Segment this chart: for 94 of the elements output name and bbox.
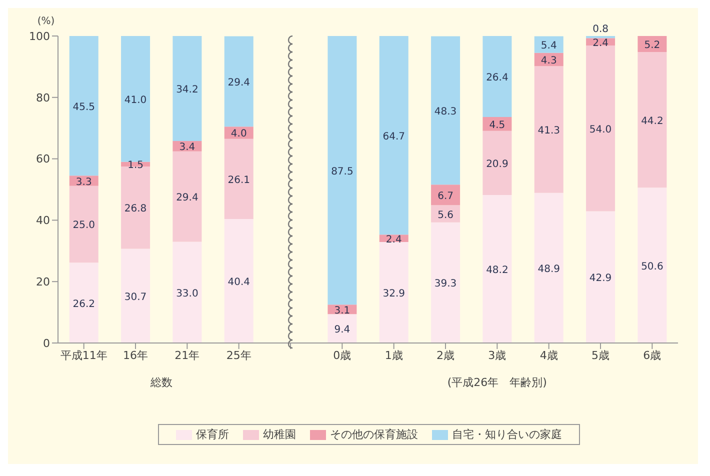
bar xyxy=(431,222,460,343)
data-label: 41.0 xyxy=(124,94,147,106)
data-label: 41.3 xyxy=(538,125,560,136)
x-tick-label: 2歳 xyxy=(436,348,454,362)
x-tick-label: 3歳 xyxy=(488,348,506,362)
bar xyxy=(638,52,667,188)
bar xyxy=(172,151,202,242)
y-tick-label: 100 xyxy=(29,30,50,43)
data-label: 9.4 xyxy=(334,324,350,336)
y-axis-title: (%) xyxy=(37,16,55,27)
y-tick-label: 0 xyxy=(43,336,50,350)
data-label: 0.8 xyxy=(592,24,608,35)
bar xyxy=(328,314,357,343)
bar xyxy=(482,195,512,343)
data-label: 50.6 xyxy=(641,261,664,272)
data-label: 25.0 xyxy=(72,220,95,232)
data-label: 34.2 xyxy=(176,84,198,96)
bar xyxy=(638,188,667,343)
data-label: 40.4 xyxy=(228,276,250,288)
bar xyxy=(482,130,512,196)
legend-label: 幼稚園 xyxy=(262,427,296,442)
bar xyxy=(172,242,202,343)
data-label: 64.7 xyxy=(382,131,405,142)
data-label: 2.4 xyxy=(386,234,402,246)
data-label: 26.8 xyxy=(124,204,147,215)
y-tick-label: 80 xyxy=(36,91,50,104)
x-tick-label: 16年 xyxy=(123,348,148,362)
data-label: 1.5 xyxy=(128,160,144,172)
x-tick-label: 6歳 xyxy=(643,348,662,362)
bar xyxy=(482,36,512,118)
x-tick-label: 25年 xyxy=(226,348,252,362)
bar xyxy=(328,36,357,305)
data-label: 42.9 xyxy=(589,273,612,284)
legend-label: その他の保育施設 xyxy=(329,427,418,442)
data-label: 45.5 xyxy=(72,102,95,113)
bar xyxy=(172,36,202,141)
x-tick-label: 平成11年 xyxy=(60,348,108,362)
bar xyxy=(121,36,150,162)
x-tick-label: 1歳 xyxy=(384,348,403,362)
data-label: 26.1 xyxy=(228,174,250,186)
bar xyxy=(586,211,616,343)
data-label: 26.4 xyxy=(486,72,508,84)
y-tick-label: 20 xyxy=(36,276,50,289)
y-tick-label: 40 xyxy=(36,214,50,228)
data-label: 2.4 xyxy=(592,38,608,49)
x-tick-label: 0歳 xyxy=(333,348,352,362)
bar xyxy=(431,205,460,222)
data-label: 26.2 xyxy=(72,298,95,310)
bar xyxy=(224,218,254,343)
bar xyxy=(638,36,667,52)
text: 総数 xyxy=(149,375,174,390)
data-label: 39.3 xyxy=(434,278,457,290)
legend-label: 保育所 xyxy=(195,427,229,442)
bar xyxy=(379,242,408,343)
y-tick-label: 60 xyxy=(36,152,50,166)
bar xyxy=(121,248,150,343)
data-label: 48.9 xyxy=(538,264,560,275)
data-label: 3.4 xyxy=(179,142,196,154)
data-label: 32.9 xyxy=(382,288,405,300)
bar xyxy=(379,36,408,235)
data-label: 44.2 xyxy=(641,116,664,127)
data-label: 4.0 xyxy=(230,128,247,140)
data-label: 5.4 xyxy=(540,40,557,52)
data-label: 4.5 xyxy=(489,120,506,131)
data-label: 5.2 xyxy=(644,40,660,51)
bar xyxy=(224,36,254,127)
bar xyxy=(69,186,98,263)
bar xyxy=(586,46,616,212)
data-label: 20.9 xyxy=(486,158,508,170)
x-tick-label: 4歳 xyxy=(540,348,558,362)
data-label: 6.7 xyxy=(438,190,454,202)
bar xyxy=(431,36,460,185)
bar xyxy=(69,262,98,343)
legend-label: 自宅・知り合いの家庭 xyxy=(451,427,562,442)
data-label: 3.3 xyxy=(76,176,92,188)
text: (平成26年 年齢別) xyxy=(446,375,548,390)
bar xyxy=(431,184,460,206)
bar xyxy=(534,192,564,343)
data-label: 87.5 xyxy=(331,166,354,178)
data-label: 30.7 xyxy=(124,292,147,303)
data-label: 3.1 xyxy=(334,305,350,316)
data-label: 5.6 xyxy=(438,210,454,221)
x-tick-label: 5歳 xyxy=(592,348,610,362)
data-label: 33.0 xyxy=(176,288,198,300)
data-label: 54.0 xyxy=(589,124,612,136)
bar xyxy=(534,66,564,193)
data-label: 29.4 xyxy=(228,77,250,88)
bar xyxy=(224,138,254,219)
data-label: 48.2 xyxy=(486,265,508,276)
x-tick-label: 21年 xyxy=(174,348,200,362)
bar xyxy=(69,36,98,176)
data-label: 4.3 xyxy=(540,55,557,66)
data-label: 29.4 xyxy=(176,192,198,204)
data-label: 48.3 xyxy=(434,106,457,118)
